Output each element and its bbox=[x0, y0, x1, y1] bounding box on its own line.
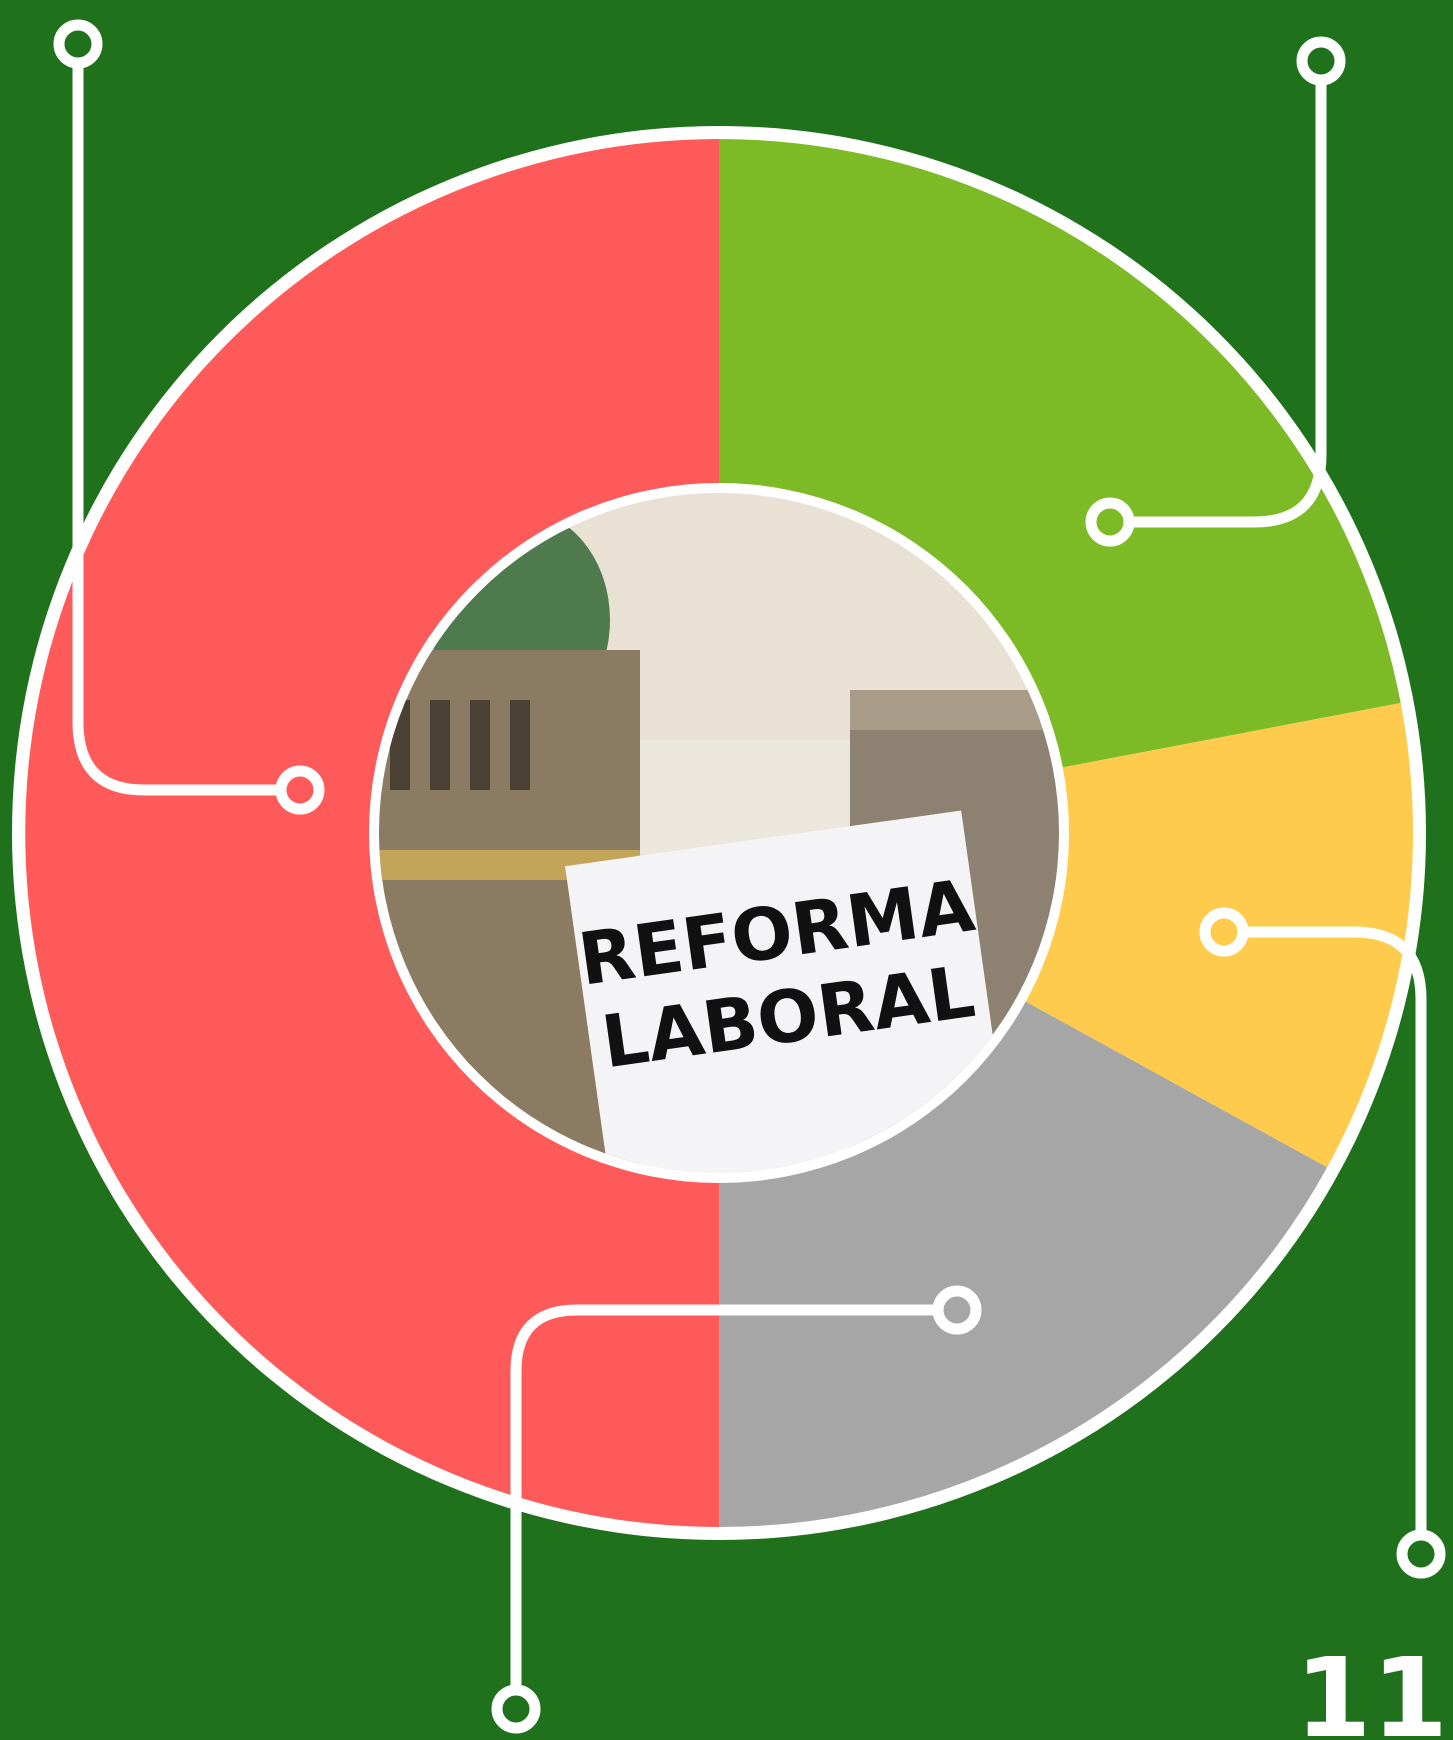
page-number: 11 bbox=[1295, 1634, 1448, 1740]
page: REFORMA LABORAL 11 bbox=[0, 0, 1453, 1740]
